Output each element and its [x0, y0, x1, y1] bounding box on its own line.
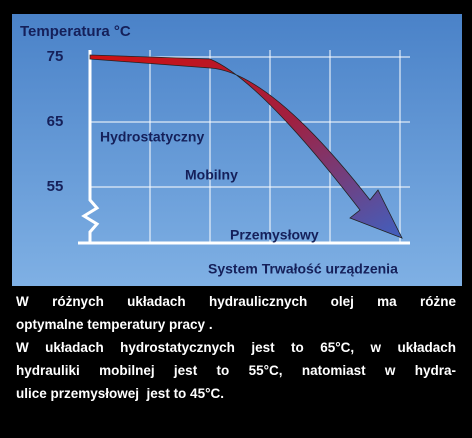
caption-line: hydrauliki mobilnej jest to 55°C, natomi…: [16, 363, 456, 378]
y-tick-label: 65: [47, 113, 64, 130]
arrow: [89, 54, 403, 239]
chart-title: Temperatura °C: [20, 23, 131, 40]
axis: [78, 50, 410, 245]
annotation: Mobilny: [185, 167, 238, 183]
v-grid: [149, 50, 401, 243]
caption: W różnych układach hydraulicznych olej m…: [16, 290, 456, 405]
y-tick-label: 55: [47, 178, 64, 195]
caption-line: W różnych układach hydraulicznych olej m…: [16, 294, 456, 309]
caption-line: W układach hydrostatycznych jest to 65°C…: [16, 340, 456, 355]
caption-line: ulice przemysłowej jest to 45°C.: [16, 386, 224, 401]
chart: Temperatura °C Hydrostatyczny Mobilny Pr…: [12, 14, 462, 286]
annotation: Hydrostatyczny: [100, 129, 204, 145]
x-axis-label: System Trwałość urządzenia: [208, 261, 398, 277]
y-tick-label: 75: [47, 48, 64, 65]
annotation: Przemysłowy: [230, 227, 319, 243]
panel: [12, 14, 462, 286]
caption-line: optymalne temperatury pracy .: [16, 317, 213, 332]
